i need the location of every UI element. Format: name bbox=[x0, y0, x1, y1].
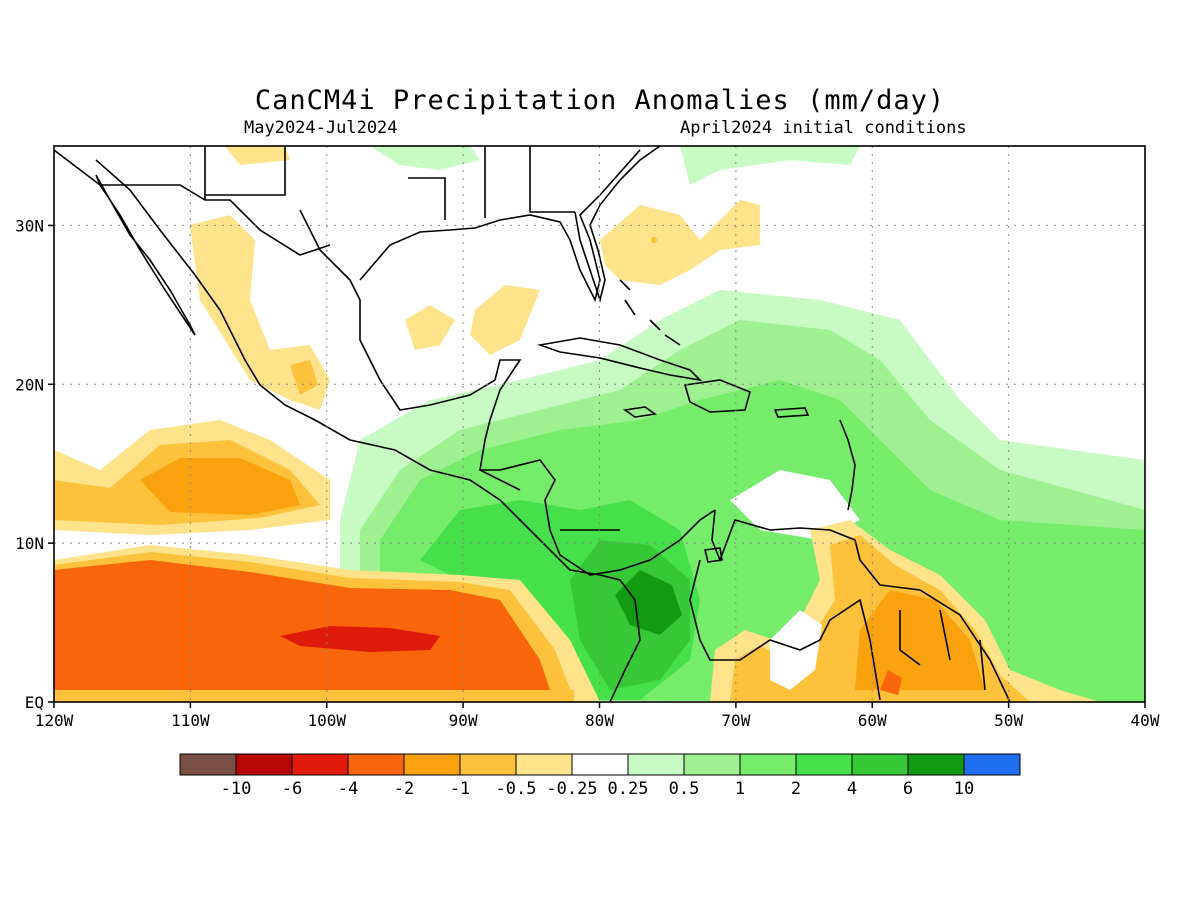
atlantic-subtropical-dry bbox=[600, 200, 760, 285]
colorbar-label: 0.5 bbox=[669, 779, 700, 799]
mexico-interior-dry bbox=[190, 215, 330, 410]
guianas-dry-core bbox=[855, 590, 985, 690]
colorbar-swatch bbox=[963, 753, 1021, 776]
panama-colombia-core bbox=[615, 570, 682, 635]
colorbar-swatch bbox=[683, 753, 741, 776]
colorbar-swatch bbox=[235, 753, 293, 776]
gulf-of-mexico-dry bbox=[405, 305, 455, 350]
colorbar-label: 10 bbox=[954, 779, 974, 799]
colorbar-swatch bbox=[795, 753, 853, 776]
colorbar-label: -0.5 bbox=[496, 779, 537, 799]
lat-tick-label: EQ bbox=[25, 693, 44, 712]
anomaly-field bbox=[54, 146, 1145, 702]
colorbar-swatch bbox=[291, 753, 349, 776]
colorbar-swatch bbox=[851, 753, 909, 776]
initial-conditions: April2024 initial conditions bbox=[680, 118, 967, 138]
colorbar-swatch bbox=[571, 753, 629, 776]
lon-tick-label: 120W bbox=[35, 711, 74, 730]
guianas-dry-spot bbox=[880, 670, 902, 695]
forecast-period: May2024-Jul2024 bbox=[244, 118, 398, 138]
lat-tick-label: 10N bbox=[15, 534, 44, 553]
lon-tick-label: 70W bbox=[721, 711, 750, 730]
east-pacific-core-dry bbox=[280, 626, 440, 652]
colorbar-swatch bbox=[403, 753, 461, 776]
lon-tick-label: 90W bbox=[449, 711, 478, 730]
gulf-dry-2 bbox=[470, 285, 540, 355]
colorbar-swatch bbox=[179, 753, 237, 776]
colorbar-label: -0.25 bbox=[546, 779, 597, 799]
colorbar-label: -4 bbox=[338, 779, 358, 799]
east-pacific-dry bbox=[54, 560, 550, 690]
north-wet-patch bbox=[370, 146, 480, 170]
colorbar-label: 6 bbox=[903, 779, 913, 799]
lat-tick-label: 20N bbox=[15, 375, 44, 394]
colorbar-label: 1 bbox=[735, 779, 745, 799]
colorbar-label: -6 bbox=[282, 779, 302, 799]
map-grid bbox=[54, 146, 1145, 702]
colorbar-swatch bbox=[459, 753, 517, 776]
coastlines bbox=[54, 146, 1011, 702]
lat-tick-label: 30N bbox=[15, 216, 44, 235]
colorbar-swatch bbox=[739, 753, 797, 776]
axis-ticks: 120W 110W 100W 90W 80W 70W 60W 50W 40W EQ 10N 20N 30… bbox=[15, 216, 1160, 730]
colorbar: -10 -6 -4 -2 -1 -0.5 -0.25 0.25 0.5 1 2 4 6 10 bbox=[179, 753, 1021, 799]
colorbar-label: 0.25 bbox=[608, 779, 649, 799]
lon-tick-label: 100W bbox=[307, 711, 346, 730]
colorbar-label: 4 bbox=[847, 779, 857, 799]
lon-tick-label: 40W bbox=[1131, 711, 1160, 730]
colorbar-swatch bbox=[627, 753, 685, 776]
colorbar-swatch bbox=[907, 753, 965, 776]
mexico-pacific-coast-dry bbox=[140, 458, 300, 515]
lon-tick-label: 50W bbox=[994, 711, 1023, 730]
mexico-interior-dry-core bbox=[290, 360, 318, 395]
chart-title: CanCM4i Precipitation Anomalies (mm/day) bbox=[254, 85, 946, 116]
north-wet-patch-2 bbox=[680, 146, 860, 185]
lon-tick-label: 110W bbox=[171, 711, 210, 730]
north-dry-patch bbox=[225, 146, 290, 165]
colorbar-label: -10 bbox=[221, 779, 252, 799]
lon-tick-label: 60W bbox=[858, 711, 887, 730]
colorbar-label: -1 bbox=[450, 779, 470, 799]
colorbar-swatch bbox=[347, 753, 405, 776]
colorbar-swatch bbox=[515, 753, 573, 776]
caribbean-dry-hole bbox=[730, 470, 860, 540]
colorbar-label: 2 bbox=[791, 779, 801, 799]
venezuela-wet-gap bbox=[770, 610, 822, 690]
colorbar-label: -2 bbox=[394, 779, 414, 799]
lon-tick-label: 80W bbox=[585, 711, 614, 730]
